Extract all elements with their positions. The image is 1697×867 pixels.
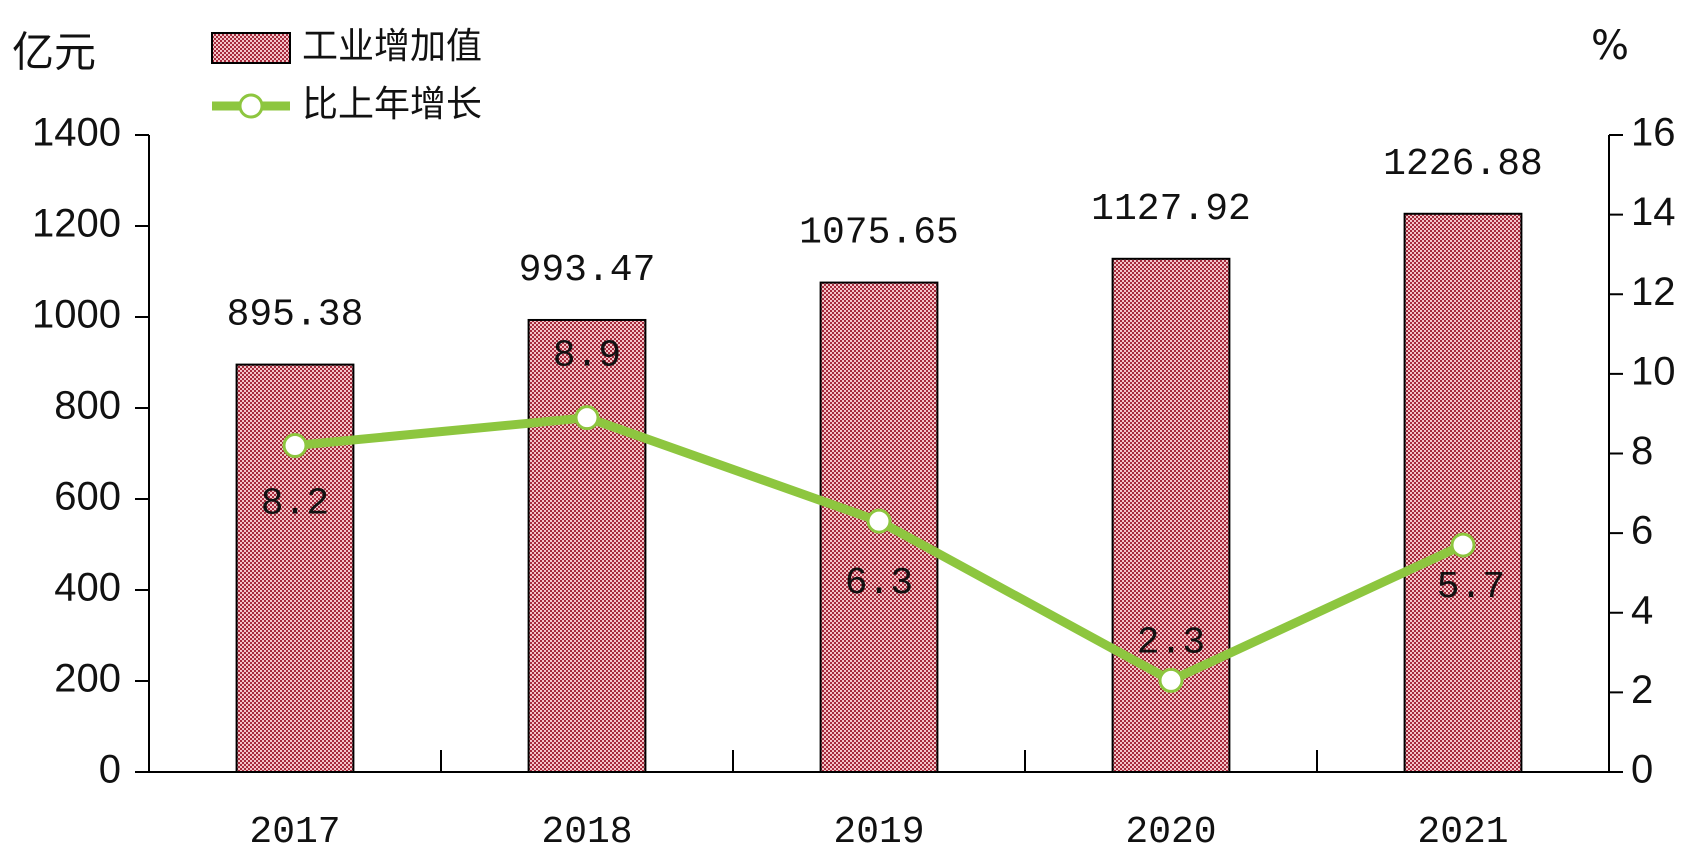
- line-value-label: 2.3: [1137, 621, 1205, 664]
- x-tick-label: 2018: [541, 811, 632, 854]
- line-marker: [1158, 667, 1184, 693]
- bar-value-label: 993.47: [519, 249, 656, 292]
- line-marker: [866, 508, 892, 534]
- y-tick-label: 200: [54, 657, 121, 701]
- x-tick-label: 2017: [249, 811, 340, 854]
- bar-value-label: 895.38: [227, 294, 364, 337]
- y-tick-label: 800: [54, 384, 121, 428]
- bar: [1403, 212, 1523, 773]
- bar-value-label: 1127.92: [1091, 188, 1251, 231]
- legend-label: 工业增加值: [302, 26, 482, 67]
- y-tick-label: 1400: [32, 111, 121, 155]
- y2-axis-label: %: [1591, 23, 1629, 69]
- y-tick-label: 1200: [32, 202, 121, 246]
- y-tick-label: 400: [54, 566, 121, 610]
- line-value-label: 6.3: [845, 562, 913, 605]
- line-marker: [282, 433, 308, 459]
- y2-tick-label: 10: [1631, 349, 1676, 393]
- x-tick-label: 2021: [1417, 811, 1508, 854]
- y-tick-label: 1000: [32, 293, 121, 337]
- y-tick-label: 600: [54, 475, 121, 519]
- y2-tick-label: 8: [1631, 429, 1653, 473]
- legend-label: 比上年增长: [302, 84, 482, 125]
- y2-tick-label: 14: [1631, 190, 1676, 234]
- bar: [527, 318, 647, 773]
- x-tick-label: 2019: [833, 811, 924, 854]
- line-value-label: 5.7: [1437, 566, 1505, 609]
- y2-tick-label: 0: [1631, 748, 1653, 792]
- y2-tick-label: 16: [1631, 111, 1676, 155]
- y-axis-label: 亿元: [12, 28, 96, 77]
- line-marker: [1450, 532, 1476, 558]
- line-value-label: 8.2: [261, 483, 329, 526]
- bar-value-label: 1226.88: [1383, 143, 1543, 186]
- bar-value-label: 1075.65: [799, 212, 959, 255]
- x-tick-label: 2020: [1125, 811, 1216, 854]
- line-marker: [574, 405, 600, 431]
- bar: [1111, 257, 1231, 773]
- y2-tick-label: 6: [1631, 509, 1653, 553]
- y2-tick-label: 12: [1631, 270, 1676, 314]
- y2-tick-label: 4: [1631, 588, 1653, 632]
- legend-swatch: [211, 32, 291, 64]
- y-tick-label: 0: [99, 748, 121, 792]
- legend-marker: [238, 93, 264, 119]
- bar: [235, 363, 355, 773]
- y2-tick-label: 2: [1631, 668, 1653, 712]
- line-value-label: 8.9: [553, 335, 621, 378]
